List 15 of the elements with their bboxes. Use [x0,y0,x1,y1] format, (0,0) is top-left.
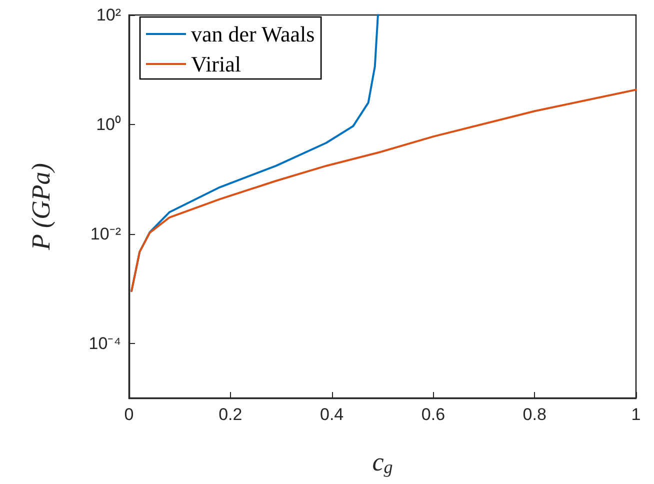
x-tick-label: 0.8 [522,405,546,424]
legend-label: van der Waals [191,22,315,46]
x-tick-label: 0.4 [320,405,344,424]
x-tick-label: 1 [631,405,641,424]
x-tick-label: 0.2 [218,405,242,424]
y-axis-title: P (GPa) [26,163,56,251]
legend-label: Virial [191,52,241,76]
x-axis-title: cg [372,448,393,477]
x-tick-label: 0 [124,405,134,424]
y-tick-label: 10⁰ [96,114,121,134]
line-series [130,88,637,292]
x-tick-label: 0.6 [421,405,446,424]
y-tick-label: 10² [96,6,122,24]
y-tick-label: 10⁻² [90,224,122,244]
y-tick-label: 10⁻⁴ [88,334,121,353]
